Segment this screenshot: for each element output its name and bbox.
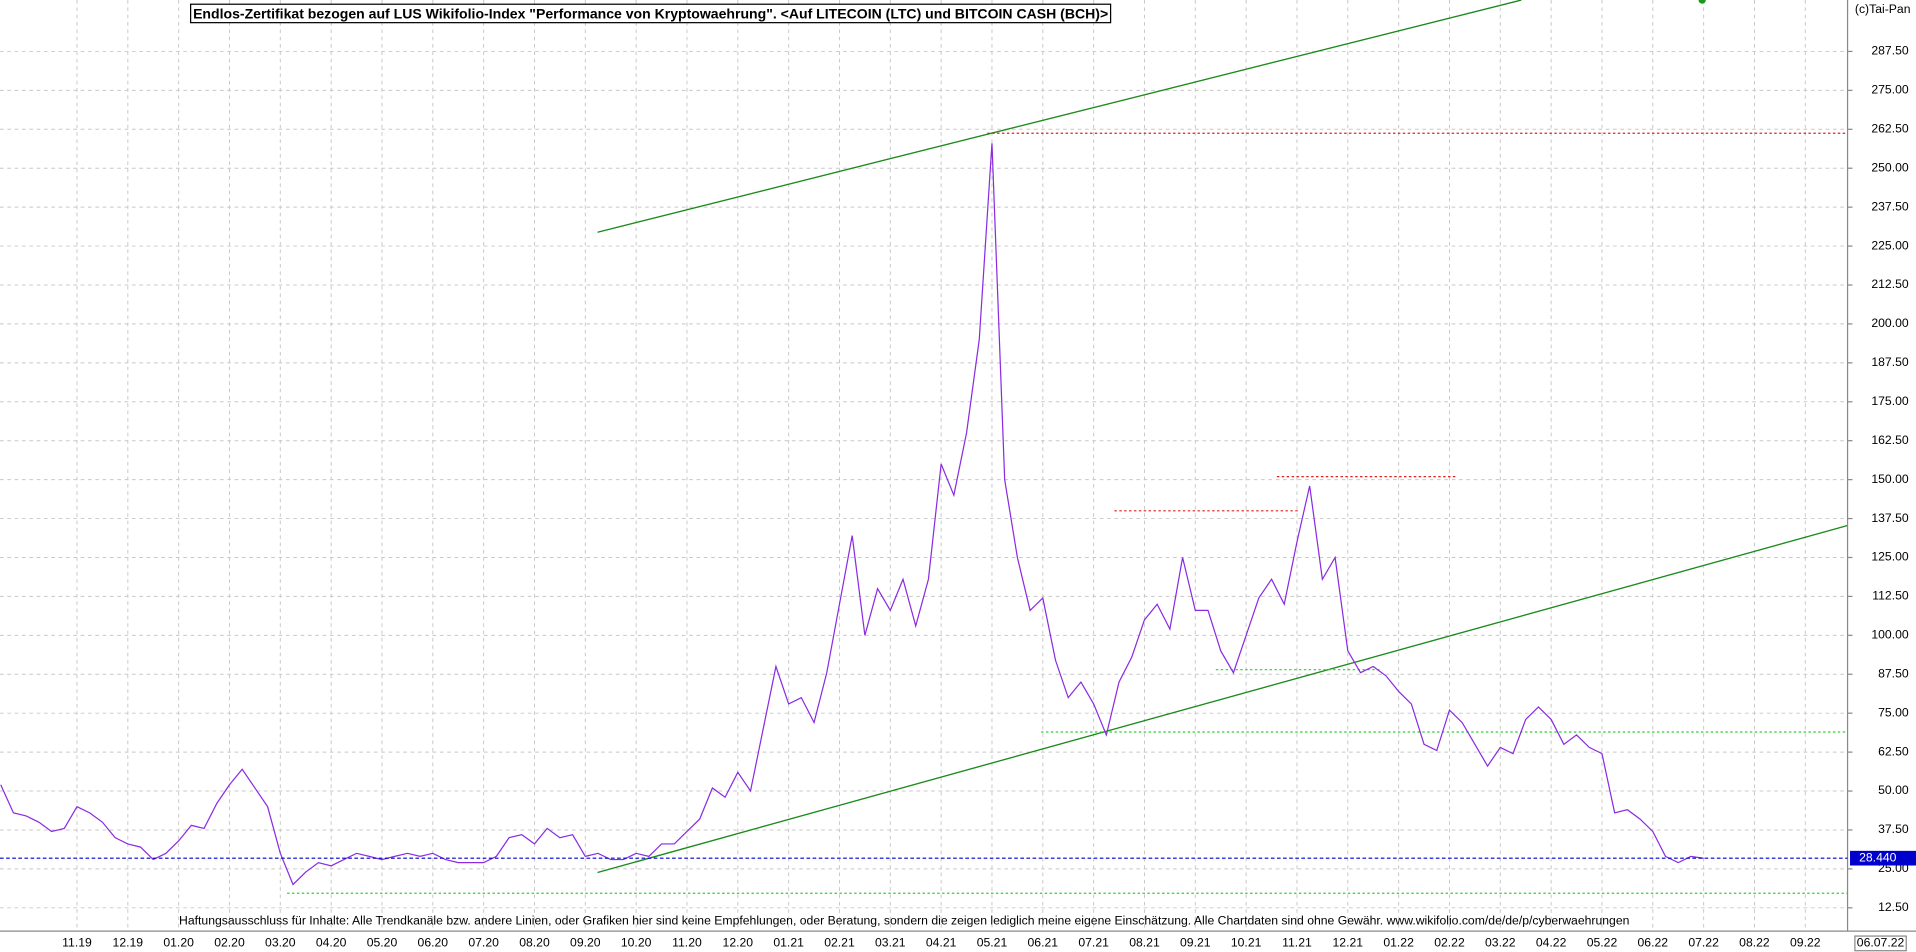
current-value-box [1850, 850, 1916, 866]
y-tick-label: 287.50 [1871, 44, 1909, 58]
date-box [1854, 935, 1907, 952]
x-tick-label: 04.22 [1536, 936, 1567, 950]
x-tick-label: 03.22 [1485, 936, 1516, 950]
x-tick-label: 01.20 [163, 936, 194, 950]
y-tick-label: 275.00 [1871, 83, 1909, 97]
y-tick-label: 87.50 [1878, 666, 1909, 680]
x-tick-label: 07.22 [1688, 936, 1719, 950]
y-tick-label: 162.50 [1871, 433, 1909, 447]
x-tick-label: 09.21 [1180, 936, 1211, 950]
x-tick-label: 02.22 [1434, 936, 1465, 950]
x-tick-label: 07.21 [1078, 936, 1109, 950]
x-tick-label: 08.22 [1739, 936, 1770, 950]
x-tick-label: 08.20 [519, 936, 550, 950]
y-tick-label: 125.00 [1871, 550, 1909, 564]
x-tick-label: 03.21 [875, 936, 906, 950]
y-tick-label: 62.50 [1878, 744, 1909, 758]
y-tick-label: 100.00 [1871, 628, 1909, 642]
y-tick-label: 225.00 [1871, 238, 1909, 252]
y-tick-label: 187.50 [1871, 355, 1909, 369]
x-tick-label: 06.21 [1028, 936, 1059, 950]
x-tick-label: 01.22 [1383, 936, 1414, 950]
x-tick-label: 06.22 [1638, 936, 1669, 950]
annotations [287, 0, 1848, 894]
y-tick-label: 50.00 [1878, 783, 1909, 797]
x-tick-label: 04.21 [926, 936, 957, 950]
title-box [190, 3, 1112, 24]
x-tick-label: 12.19 [113, 936, 144, 950]
x-tick-label: 12.21 [1333, 936, 1364, 950]
y-tick-label: 137.50 [1871, 511, 1909, 525]
x-tick-label: 06.20 [418, 936, 449, 950]
y-tick-label: 262.50 [1871, 122, 1909, 136]
x-tick-label: 01.21 [773, 936, 804, 950]
x-tick-label: 07.20 [468, 936, 499, 950]
trend-line [597, 524, 1848, 874]
marker [1698, 0, 1706, 4]
x-tick-label: 02.20 [214, 936, 245, 950]
price-line [0, 143, 1704, 886]
x-tick-label: 08.21 [1129, 936, 1160, 950]
trend-line [597, 0, 1522, 233]
copyright: (c)Tai-Pan [1855, 2, 1911, 16]
x-tick-label: 11.20 [672, 936, 702, 950]
x-tick-label: 11.19 [62, 936, 92, 950]
y-tick-label: 212.50 [1871, 277, 1909, 291]
x-tick-label: 02.21 [824, 936, 855, 950]
y-tick-label: 250.00 [1871, 160, 1909, 174]
x-tick-label: 03.20 [265, 936, 296, 950]
y-tick-label: 150.00 [1871, 472, 1909, 486]
x-tick-label: 05.21 [977, 936, 1008, 950]
x-tick-label: 09.20 [570, 936, 601, 950]
chart-title: Endlos-Zertifikat bezogen auf LUS Wikifo… [193, 5, 1108, 21]
y-tick-label: 112.50 [1872, 589, 1909, 603]
footer: Haftungsausschluss für Inhalte: Alle Tre… [179, 914, 1629, 928]
y-tick-label: 12.50 [1878, 900, 1909, 914]
x-tick-label: 10.21 [1231, 936, 1262, 950]
x-tick-label: 10.20 [621, 936, 652, 950]
x-tick-label: 05.22 [1587, 936, 1618, 950]
x-tick-label: 05.20 [367, 936, 398, 950]
y-tick-label: 37.50 [1878, 822, 1909, 836]
x-tick-label: 04.20 [316, 936, 347, 950]
y-tick-label: 75.00 [1878, 705, 1909, 719]
x-tick-label: 12.20 [723, 936, 754, 950]
y-tick-label: 175.00 [1871, 394, 1909, 408]
current-value-label: 28.440 [1859, 850, 1897, 864]
y-tick-label: 237.50 [1871, 199, 1909, 213]
x-tick-label: 09.22 [1790, 936, 1821, 950]
x-tick-label: 11.21 [1282, 936, 1312, 950]
y-tick-label: 200.00 [1871, 316, 1909, 330]
last-date: 06.07.22 [1857, 936, 1905, 950]
